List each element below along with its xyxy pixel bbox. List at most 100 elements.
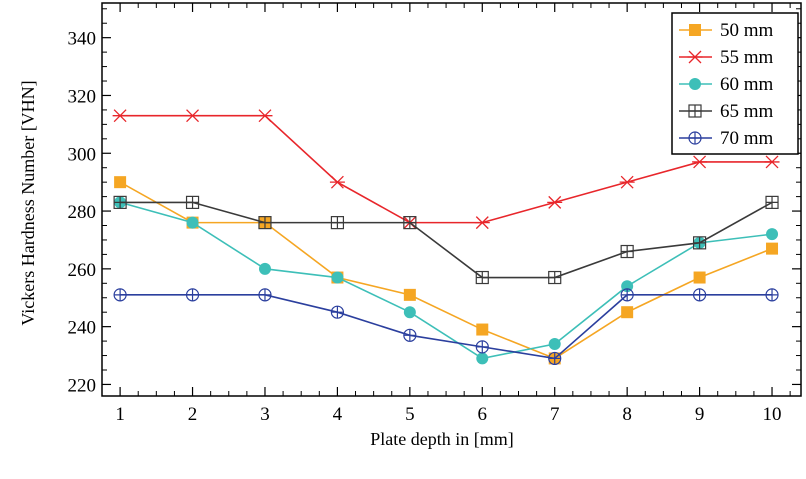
data-point — [692, 288, 707, 302]
data-point-shape — [476, 323, 489, 336]
legend-marker — [689, 78, 701, 90]
data-point-cross — [186, 288, 199, 301]
legend-label: 50 mm — [720, 20, 774, 41]
legend-marker — [688, 104, 702, 118]
x-tick-label: 3 — [260, 404, 270, 425]
series-3 — [113, 195, 779, 285]
data-point — [258, 288, 272, 302]
series-line — [120, 294, 773, 360]
data-point-shape — [474, 216, 490, 230]
data-point — [113, 288, 127, 302]
legend-marker — [689, 24, 701, 36]
series-line — [119, 201, 773, 360]
data-point-cross — [476, 340, 489, 353]
data-point — [185, 288, 200, 302]
data-point — [403, 288, 416, 301]
legend-marker — [688, 131, 702, 145]
data-point — [403, 306, 416, 319]
data-point — [113, 195, 127, 209]
data-point — [403, 328, 417, 342]
legend-marker-cross — [689, 105, 701, 117]
data-point-cross — [331, 306, 344, 319]
series-line — [120, 201, 773, 279]
x-tick-label: 2 — [188, 404, 198, 425]
data-point-shape — [766, 242, 779, 255]
x-tick-label: 7 — [550, 404, 560, 425]
data-point — [258, 216, 272, 230]
data-point-cross — [766, 196, 779, 209]
data-point — [765, 288, 779, 302]
x-tick-label: 8 — [622, 404, 632, 425]
data-point — [766, 242, 779, 255]
legend-item: 65 mm — [679, 101, 774, 122]
data-point — [621, 306, 634, 319]
legend-label: 60 mm — [720, 74, 774, 95]
data-point-shape — [403, 306, 416, 319]
data-point-cross — [331, 216, 344, 229]
legend-item: 55 mm — [679, 47, 774, 68]
data-point-shape — [692, 155, 708, 169]
data-point — [330, 216, 345, 230]
data-point — [185, 109, 201, 123]
x-tick-label: 9 — [695, 404, 705, 425]
data-point — [403, 216, 417, 230]
data-point-shape — [114, 176, 127, 189]
data-point — [548, 337, 561, 350]
y-tick-label: 300 — [68, 144, 97, 165]
data-point-shape — [476, 352, 489, 365]
data-point-cross — [766, 288, 779, 301]
series-line — [119, 181, 773, 360]
legend-label: 55 mm — [720, 47, 774, 68]
data-point — [619, 175, 635, 189]
legend: 50 mm 55 mm 60 mm 65 mm 70 mm — [671, 12, 799, 155]
data-point — [548, 351, 562, 366]
legend-marker-shape — [687, 50, 703, 64]
data-point — [620, 288, 634, 302]
y-axis-label: Vickers Hardness Number [VHN] — [18, 80, 38, 325]
data-point-cross — [548, 352, 561, 365]
legend-marker-shape — [689, 78, 701, 90]
plot-area — [112, 109, 780, 366]
data-point — [693, 271, 706, 284]
data-point — [474, 216, 490, 230]
y-tick-label: 260 — [68, 260, 97, 281]
data-point — [185, 195, 200, 209]
data-point-cross — [403, 216, 416, 229]
legend-item: 50 mm — [679, 20, 774, 41]
data-point — [692, 155, 708, 169]
x-axis-label: Plate depth in [mm] — [370, 429, 513, 449]
data-point-shape — [621, 306, 634, 319]
data-point — [475, 340, 489, 354]
data-point-cross — [403, 329, 416, 342]
legend-item: 70 mm — [679, 128, 774, 149]
data-point — [330, 305, 345, 319]
legend-marker-cross — [689, 132, 701, 144]
data-point-shape — [547, 195, 563, 209]
data-point-cross — [186, 196, 199, 209]
data-point — [476, 323, 489, 336]
data-point — [258, 262, 271, 275]
data-point — [547, 195, 563, 209]
data-point-shape — [403, 288, 416, 301]
x-tick-label: 4 — [333, 404, 343, 425]
data-point-cross — [693, 236, 706, 249]
y-tick-label: 320 — [68, 86, 97, 107]
data-point-shape — [112, 109, 128, 123]
plot-frame — [101, 2, 802, 397]
data-point-cross — [621, 288, 634, 301]
legend-marker-shape — [689, 24, 701, 36]
series-1 — [112, 109, 780, 230]
x-tick-label: 1 — [115, 404, 125, 425]
data-point — [764, 155, 780, 169]
data-point — [331, 271, 344, 284]
data-point — [257, 109, 273, 123]
data-point-shape — [257, 109, 273, 123]
data-point — [692, 236, 707, 250]
data-point-shape — [764, 155, 780, 169]
data-point-cross — [693, 288, 706, 301]
data-point-cross — [114, 288, 127, 301]
y-tick-label: 240 — [68, 318, 97, 339]
data-point-shape — [619, 175, 635, 189]
x-tick-label: 5 — [405, 404, 415, 425]
